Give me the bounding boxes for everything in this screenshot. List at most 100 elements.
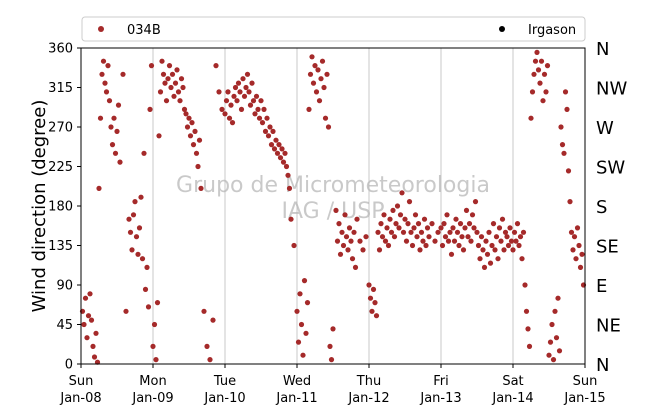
- data-point: [372, 300, 378, 306]
- data-point: [151, 321, 158, 328]
- data-point: [165, 76, 171, 82]
- data-point: [234, 98, 240, 104]
- data-point: [486, 229, 492, 235]
- data-point: [114, 128, 120, 134]
- data-point: [115, 102, 122, 108]
- data-point: [516, 242, 522, 249]
- y-tick-label: 135: [48, 239, 73, 254]
- data-point: [442, 234, 449, 240]
- data-point: [273, 137, 279, 143]
- data-point: [178, 76, 185, 82]
- data-point: [579, 251, 585, 257]
- data-point: [108, 124, 114, 130]
- data-point: [489, 242, 495, 249]
- data-point: [253, 93, 260, 99]
- legend-label-034b: 034B: [127, 23, 161, 38]
- data-point: [450, 225, 456, 231]
- data-point: [127, 229, 134, 235]
- data-point: [373, 313, 380, 319]
- data-point: [117, 159, 123, 165]
- data-point: [223, 98, 230, 104]
- y-tick-label: 180: [48, 200, 73, 215]
- data-point: [342, 212, 348, 218]
- data-point: [505, 242, 512, 249]
- compass-label: S: [596, 197, 607, 218]
- data-point: [429, 221, 435, 227]
- data-point: [81, 321, 87, 328]
- data-point: [204, 343, 210, 349]
- data-point: [100, 58, 107, 64]
- data-point: [547, 339, 554, 345]
- data-point: [540, 98, 546, 104]
- data-point: [226, 115, 233, 121]
- data-point: [352, 264, 359, 270]
- data-point: [526, 343, 533, 349]
- data-point: [555, 295, 561, 301]
- data-point: [477, 256, 483, 262]
- x-tick-date: Jan-15: [563, 391, 605, 406]
- data-point: [84, 335, 90, 341]
- data-point: [139, 256, 146, 262]
- data-point: [162, 80, 168, 86]
- data-point: [556, 348, 563, 354]
- data-point: [408, 229, 414, 235]
- data-point: [310, 80, 317, 86]
- data-point: [384, 225, 390, 231]
- data-point: [232, 84, 239, 91]
- data-point: [309, 54, 315, 60]
- data-point: [316, 98, 323, 104]
- data-point: [328, 357, 335, 363]
- data-point: [330, 326, 336, 332]
- data-point: [148, 63, 155, 69]
- data-point: [169, 71, 176, 77]
- data-point: [313, 89, 320, 95]
- data-point: [207, 357, 213, 363]
- data-point: [130, 212, 137, 218]
- data-point: [559, 142, 566, 148]
- data-point: [213, 63, 219, 69]
- data-point: [439, 242, 446, 249]
- data-point: [192, 128, 198, 134]
- y-tick-label: 315: [48, 81, 73, 96]
- data-point: [274, 150, 281, 156]
- compass-label: NE: [596, 316, 621, 337]
- data-point: [172, 80, 179, 86]
- data-point: [445, 238, 452, 244]
- data-point: [354, 216, 360, 222]
- data-point: [91, 354, 98, 360]
- legend-box: [81, 16, 586, 42]
- x-tick-day: Sat: [502, 374, 523, 389]
- data-point: [348, 238, 354, 244]
- x-tick-day: Sun: [69, 374, 94, 389]
- data-point: [535, 67, 542, 73]
- data-point: [132, 199, 138, 205]
- data-point: [171, 93, 177, 99]
- data-point: [322, 115, 329, 121]
- data-point: [235, 80, 242, 86]
- compass-label: SW: [596, 158, 625, 179]
- data-point: [109, 142, 116, 148]
- data-point: [447, 229, 453, 235]
- data-point: [295, 339, 302, 345]
- data-point: [534, 49, 540, 56]
- x-tick-date: Jan-13: [419, 391, 461, 406]
- data-point: [438, 225, 444, 231]
- data-point: [385, 242, 392, 249]
- data-point: [334, 238, 341, 244]
- data-point: [466, 221, 473, 227]
- data-point: [562, 89, 569, 95]
- compass-label: SE: [596, 237, 619, 258]
- data-point: [255, 106, 261, 112]
- y-tick-label: 90: [56, 279, 73, 294]
- x-tick-date: Jan-12: [347, 391, 389, 406]
- data-point: [564, 106, 570, 112]
- data-point: [549, 321, 555, 328]
- data-point: [463, 207, 470, 213]
- data-point: [163, 98, 170, 104]
- watermark-line-2: IAG / USP: [282, 199, 385, 224]
- data-point: [451, 238, 458, 244]
- data-point: [462, 225, 468, 231]
- x-axis-ticks: Sun Jan-08 Mon Jan-09 Tue Jan-10 Wed Jan-11 Thu J…: [59, 364, 606, 406]
- data-point: [246, 89, 252, 95]
- data-point: [400, 229, 407, 235]
